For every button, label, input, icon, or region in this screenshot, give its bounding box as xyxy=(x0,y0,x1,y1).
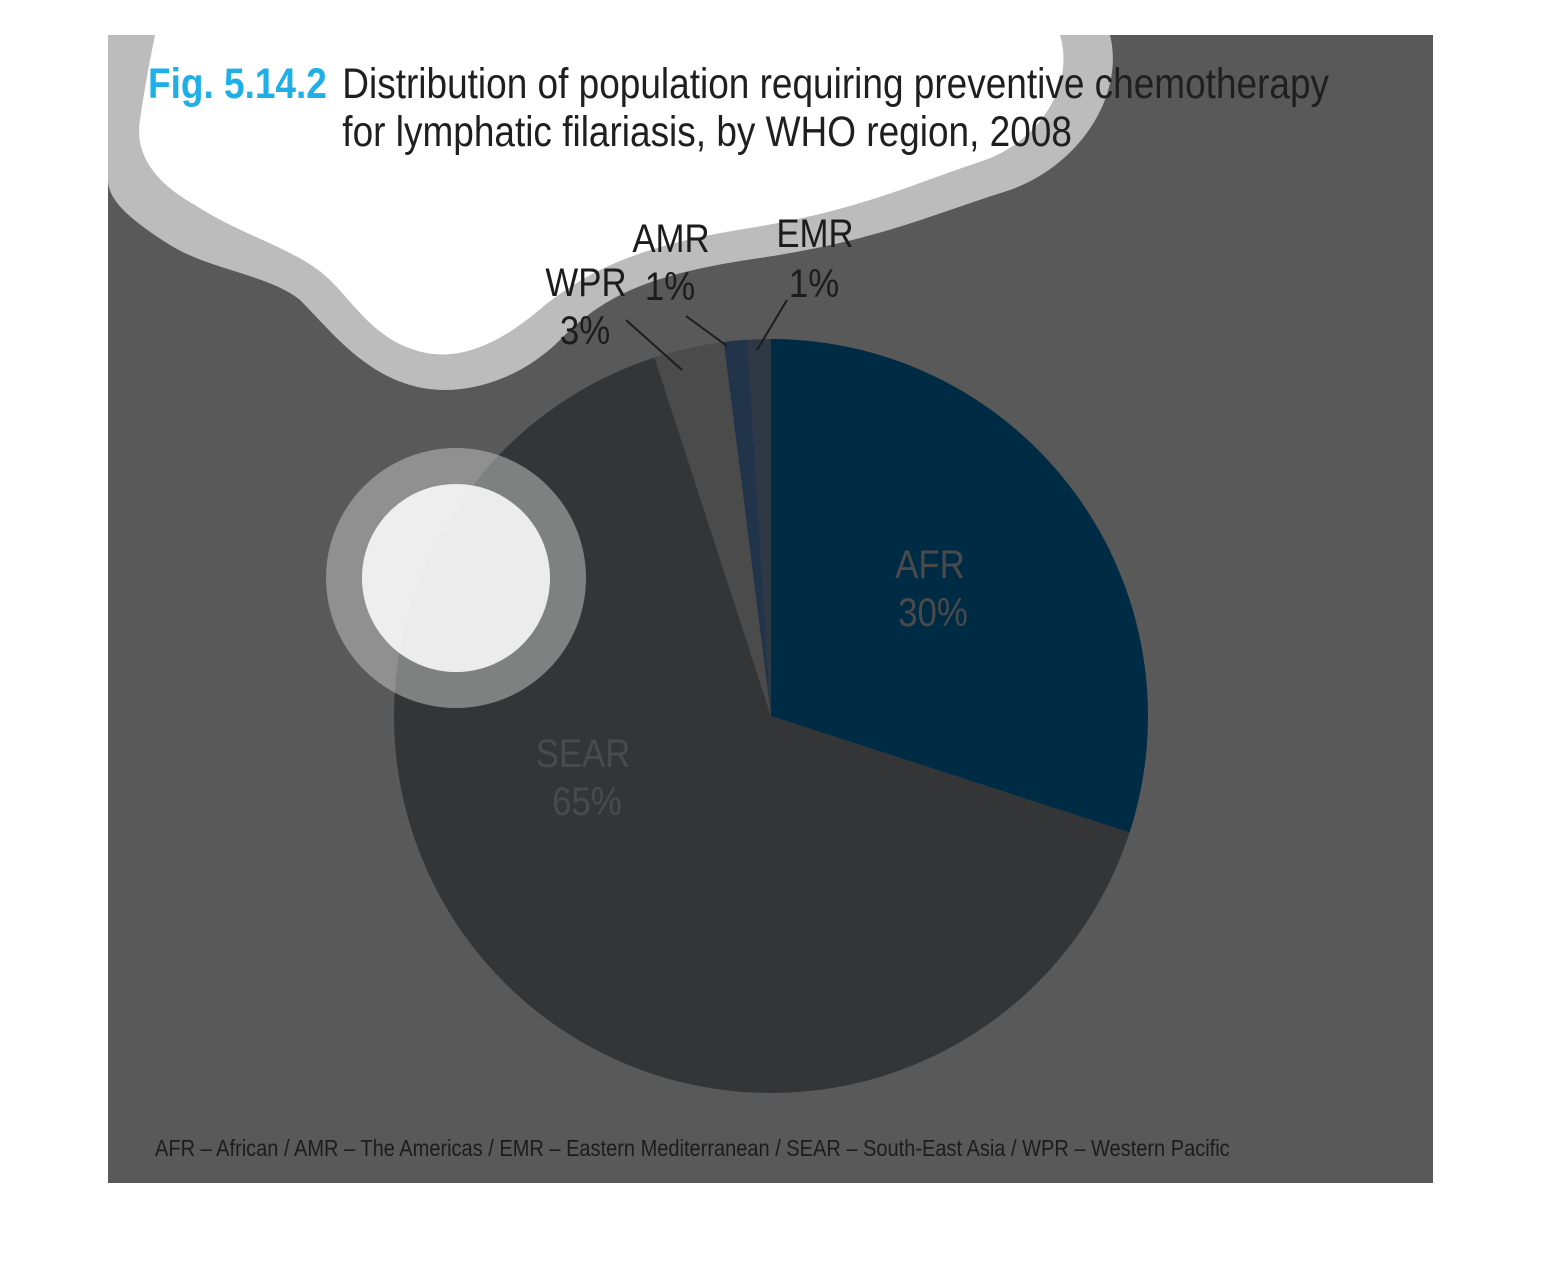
title-text: Distribution of population requiring pre… xyxy=(342,60,1329,156)
region-legend-footnote: AFR – African / AMR – The Americas / EMR… xyxy=(155,1135,1230,1161)
slice-value-emr: 1% xyxy=(789,261,839,306)
pie-slice-wpr xyxy=(654,341,771,716)
leader-line-wpr xyxy=(625,319,683,371)
title-line-1: Distribution of population requiring pre… xyxy=(342,60,1330,108)
slice-label-emr: EMR xyxy=(776,211,853,256)
slice-value-amr: 1% xyxy=(645,264,695,309)
leader-line-amr xyxy=(685,315,728,347)
slice-labels: AFR 30% SEAR 65% WPR 3% AMR 1% EMR 1% xyxy=(536,211,968,824)
slice-value-sear: 65% xyxy=(552,779,622,824)
chart-title: Fig. 5.14.2 Distribution of population re… xyxy=(148,60,1329,156)
slice-label-sear: SEAR xyxy=(536,731,631,776)
leader-line-emr xyxy=(756,299,788,351)
pie-slices xyxy=(393,339,1148,1094)
title-line-2: for lymphatic filariasis, by WHO region,… xyxy=(342,108,1072,156)
pie-slice-emr xyxy=(747,339,771,716)
slice-label-wpr: WPR xyxy=(545,260,626,305)
cloud-fill-shape xyxy=(139,35,1064,355)
slice-value-afr: 30% xyxy=(898,590,968,635)
figure-number: Fig. 5.14.2 xyxy=(148,60,327,108)
slice-value-wpr: 3% xyxy=(560,308,610,353)
pie-slice-amr xyxy=(723,339,771,716)
leader-lines xyxy=(625,299,788,371)
slice-label-afr: AFR xyxy=(895,542,965,587)
ring-inner-shape xyxy=(362,484,550,672)
slice-label-amr: AMR xyxy=(632,216,709,261)
pie-slice-afr xyxy=(771,339,1148,833)
